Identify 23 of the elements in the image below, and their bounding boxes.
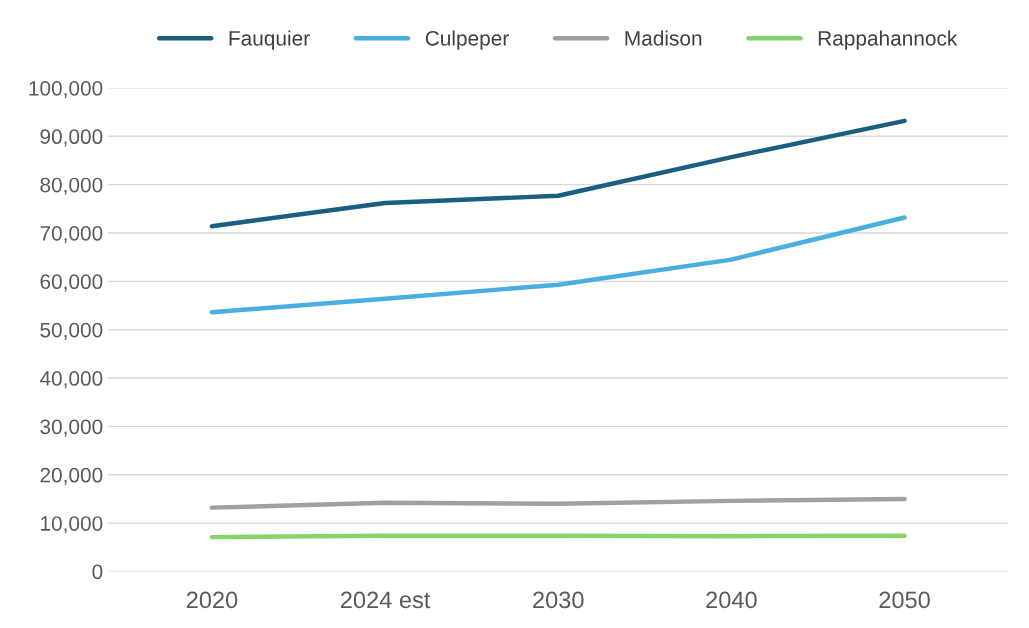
x-tick-label: 2020 [186, 591, 238, 609]
y-tick-label: 50,000 [40, 322, 103, 340]
legend-label: Rappahannock [818, 30, 958, 50]
line-series [209, 118, 907, 229]
line-series [209, 496, 907, 510]
y-tick-label: 60,000 [40, 274, 103, 292]
x-tick-label: 2040 [706, 591, 757, 609]
x-tick-label: 2050 [879, 591, 930, 609]
line-series [209, 215, 907, 315]
y-tick-label: 40,000 [39, 371, 103, 389]
y-tick-label: 10,000 [41, 516, 103, 534]
y-tick-label: 0 [92, 564, 103, 580]
y-tick-label: 20,000 [40, 467, 103, 485]
y-tick-label: 30,000 [40, 419, 103, 437]
x-tick-label: 2024 est [340, 591, 431, 609]
y-tick-label: 100,000 [29, 80, 103, 99]
y-tick-label: 80,000 [40, 177, 103, 195]
legend-label: Fauquier [229, 30, 310, 50]
x-tick-label: 2030 [533, 591, 584, 609]
y-tick-label: 90,000 [40, 129, 103, 147]
legend-label: Culpeper [425, 30, 509, 50]
legend-label: Madison [625, 30, 702, 46]
y-tick-label: 70,000 [40, 225, 103, 244]
